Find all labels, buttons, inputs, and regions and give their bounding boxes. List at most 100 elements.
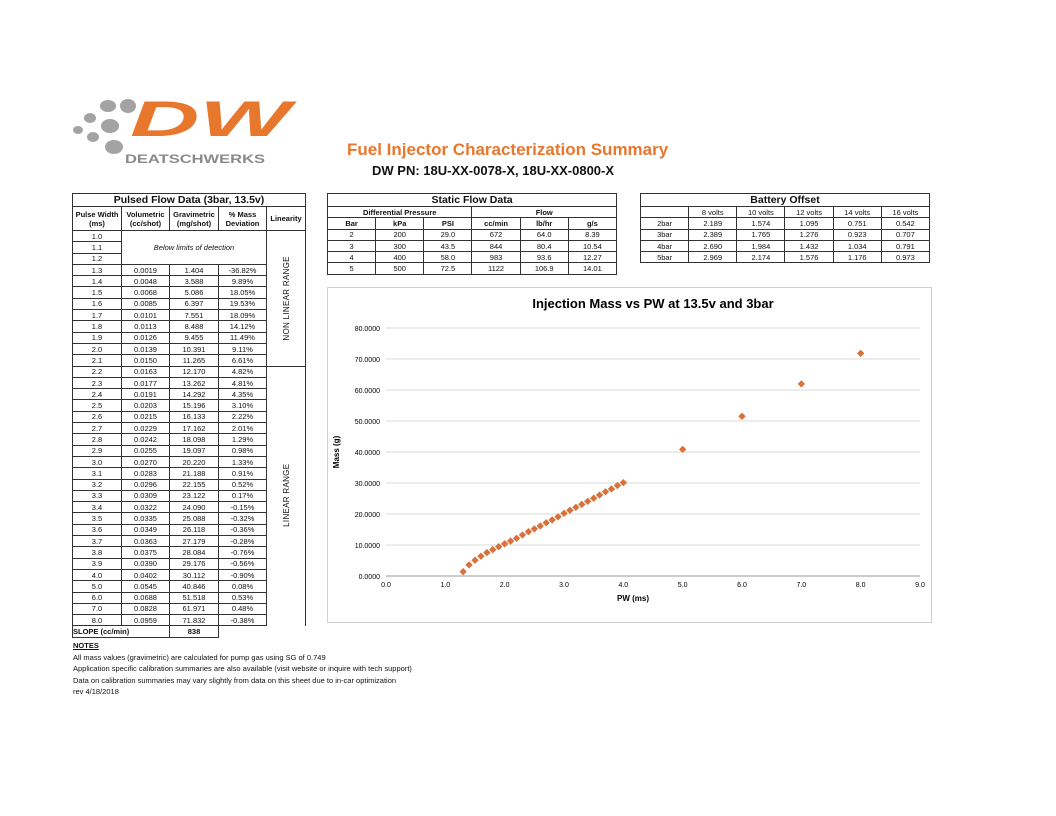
table-cell: 0.0177: [121, 376, 170, 390]
table-cell: 8.0: [72, 614, 122, 627]
y-tick-label: 0.0000: [359, 574, 381, 581]
table-cell: 0.0545: [121, 580, 170, 593]
table-cell: 2.0: [72, 342, 122, 356]
data-point: [536, 522, 544, 530]
table-cell: 8.39: [567, 228, 618, 241]
table-cell: 0.0139: [121, 342, 170, 356]
column-header: 10 volts: [736, 205, 786, 219]
slope-value: 838: [169, 625, 219, 638]
table-cell: 0.0229: [121, 422, 170, 435]
table-cell: 10.391: [169, 342, 219, 356]
column-header: 12 volts: [784, 205, 834, 219]
table-cell: -0.90%: [218, 568, 267, 582]
table-cell: 3.8: [72, 546, 122, 559]
table-cell: 30.112: [169, 568, 219, 582]
table-cell: 0.0068: [121, 286, 170, 299]
table-title: Battery Offset: [640, 193, 930, 207]
linear-range-label: LINEAR RANGE: [266, 366, 306, 626]
table-cell: 2.6: [72, 410, 122, 424]
table-row: 1.9 0.0126 9.455 11.49%: [72, 331, 306, 344]
table-row: 4.0 0.0402 30.112 -0.90%: [72, 568, 306, 582]
battery-offset-table: Battery Offset 8 volts 10 volts 12 volts 14 …: [639, 193, 931, 264]
table-row: 3.4 0.0322 24.090 -0.15%: [72, 501, 306, 514]
table-cell: 0.0085: [121, 297, 170, 311]
data-point: [619, 478, 628, 487]
table-cell: 26.118: [169, 523, 219, 537]
table-row: 3.5 0.0335 25.088 -0.32%: [72, 512, 306, 525]
table-cell: 0.791: [880, 239, 931, 253]
table-cell: 43.5: [423, 239, 473, 253]
table-cell: 3.588: [169, 275, 219, 288]
table-cell: 1.6: [72, 297, 122, 311]
table-cell: 983: [471, 251, 521, 264]
table-cell: 18.098: [169, 433, 219, 446]
table-cell: -0.15%: [218, 501, 267, 514]
table-row: 6.0 0.0688 51.518 0.53%: [72, 591, 306, 604]
column-header: cc/min: [471, 217, 521, 230]
column-header: 16 volts: [880, 205, 931, 219]
notes: NOTES All mass values (gravimetric) are …: [73, 640, 412, 698]
table-cell: 64.0: [519, 228, 569, 241]
table-row: 1.8 0.0113 8.488 14.12%: [72, 320, 306, 333]
column-header: Volumetric (cc/shot): [121, 206, 170, 231]
table-cell: 1.176: [832, 251, 882, 264]
table-cell: 2.3: [72, 376, 122, 390]
table-cell: 0.0150: [121, 354, 170, 367]
table-row: 8.0 0.0959 71.832 -0.38%: [72, 614, 306, 627]
table-cell: 2bar: [639, 217, 690, 230]
table-cell: 2.690: [688, 239, 738, 253]
table-cell: 0.923: [832, 228, 882, 241]
data-point: [554, 513, 562, 521]
data-point: [572, 503, 580, 511]
table-cell: 40.846: [169, 580, 219, 593]
data-point: [465, 561, 473, 569]
table-cell: 500: [375, 262, 425, 275]
table-cell: -0.36%: [218, 523, 267, 537]
data-point: [495, 543, 503, 551]
table-cell: 5bar: [639, 251, 690, 264]
table-cell: 4bar: [639, 239, 690, 253]
table-cell: 0.0126: [121, 331, 170, 344]
slope-label: SLOPE (cc/min): [72, 625, 170, 638]
data-point: [489, 546, 497, 554]
header-row: Bar kPa PSI cc/min lb/hr g/s: [326, 217, 618, 230]
table-row: 2bar 2.189 1.574 1.095 0.751 0.542: [639, 217, 931, 230]
table-cell: 0.751: [832, 217, 882, 230]
table-cell: 0.0959: [121, 614, 170, 627]
table-cell: 0.17%: [218, 489, 267, 503]
x-tick-label: 7.0: [796, 582, 806, 589]
x-tick-label: 6.0: [737, 582, 747, 589]
table-cell: 1.765: [736, 228, 786, 241]
table-cell: -0.28%: [218, 535, 267, 548]
table-cell: -0.38%: [218, 614, 267, 627]
title-row: Battery Offset: [640, 193, 930, 207]
table-cell: 8.488: [169, 320, 219, 333]
table-cell: 1.574: [736, 217, 786, 230]
table-cell: 61.971: [169, 602, 219, 616]
table-cell: 9.11%: [218, 342, 267, 356]
notes-heading: NOTES: [73, 641, 99, 650]
table-cell: 72.5: [423, 262, 473, 275]
table-cell: 14.01: [567, 262, 618, 275]
table-row: 2.7 0.0229 17.162 2.01%: [72, 422, 306, 435]
table-cell: 2.4: [72, 388, 122, 401]
table-cell: 19.097: [169, 444, 219, 457]
below-detection-label: Below limits of detection: [121, 230, 267, 265]
table-cell: 58.0: [423, 251, 473, 264]
table-cell: 672: [471, 228, 521, 241]
data-point: [738, 412, 746, 420]
table-cell: 844: [471, 239, 521, 253]
table-row: 3.2 0.0296 22.155 0.52%: [72, 478, 306, 491]
table-cell: 0.973: [880, 251, 931, 264]
table-cell: 3.7: [72, 535, 122, 548]
table-cell: 1.095: [784, 217, 834, 230]
table-title: Static Flow Data: [327, 193, 617, 207]
table-cell: 0.707: [880, 228, 931, 241]
slope-row: SLOPE (cc/min) 838: [72, 625, 306, 638]
table-row: 2.9 0.0255 19.097 0.98%: [72, 444, 306, 457]
table-cell: 0.52%: [218, 478, 267, 491]
table-cell: 15.196: [169, 399, 219, 412]
table-cell: 19.53%: [218, 297, 267, 311]
table-cell: 1.29%: [218, 433, 267, 446]
data-point: [518, 531, 527, 539]
